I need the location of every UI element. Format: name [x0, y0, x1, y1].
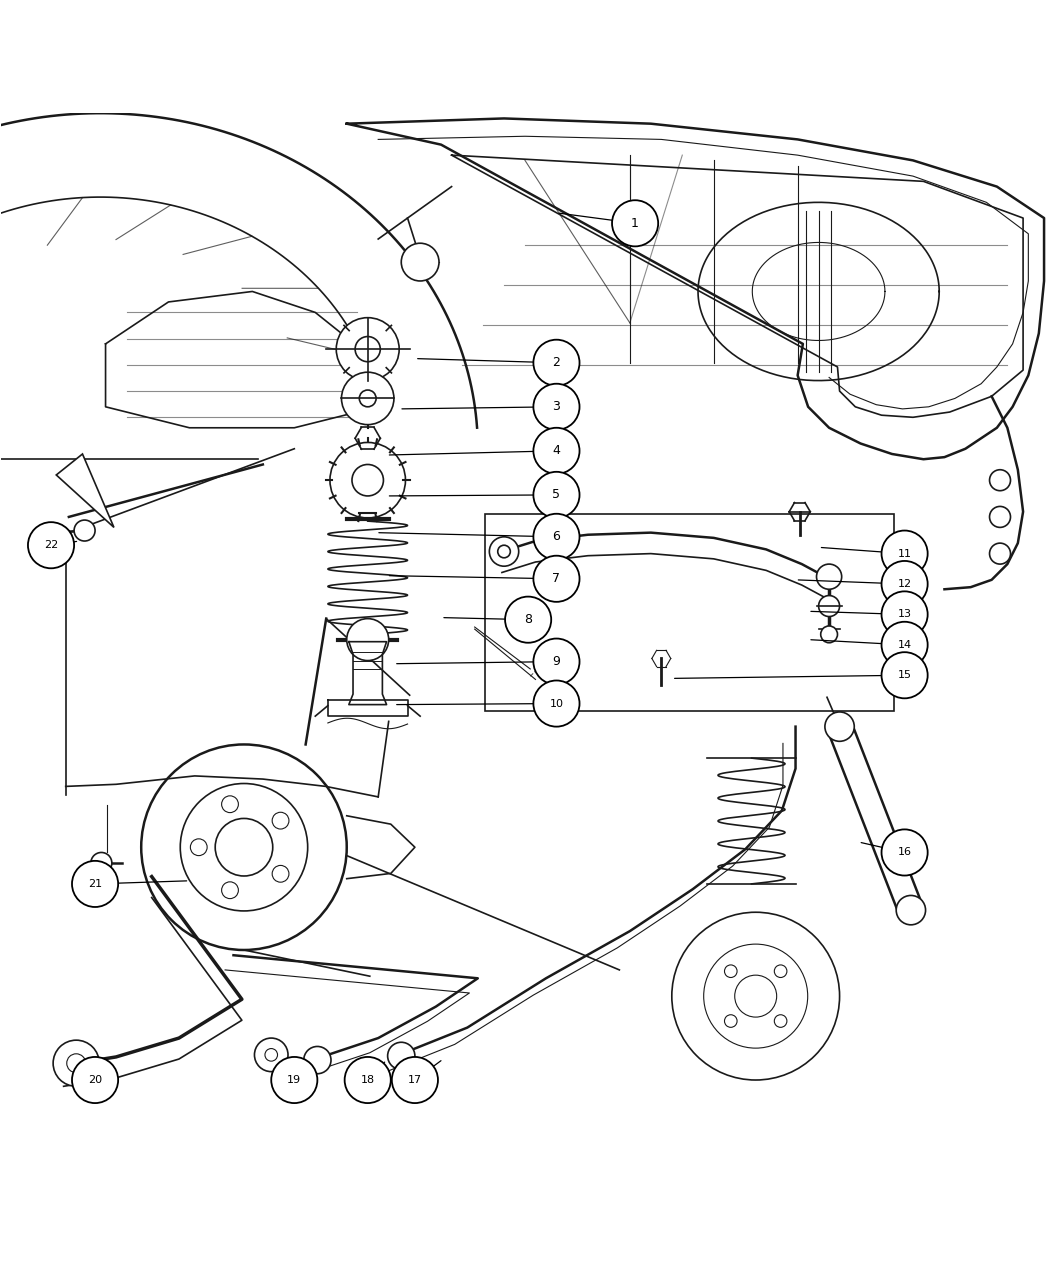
Polygon shape [57, 454, 114, 528]
Circle shape [72, 1057, 119, 1103]
Circle shape [774, 1015, 786, 1028]
Circle shape [533, 472, 580, 518]
Circle shape [533, 339, 580, 386]
Circle shape [533, 514, 580, 560]
Text: 19: 19 [288, 1075, 301, 1085]
Text: 7: 7 [552, 572, 561, 585]
Circle shape [533, 639, 580, 685]
Circle shape [254, 1038, 288, 1071]
Circle shape [265, 1048, 277, 1061]
Circle shape [735, 975, 777, 1017]
Circle shape [346, 618, 388, 660]
Text: 4: 4 [552, 445, 561, 458]
Text: 8: 8 [524, 613, 532, 626]
Circle shape [533, 681, 580, 727]
Circle shape [817, 564, 842, 589]
Circle shape [533, 428, 580, 474]
Circle shape [352, 464, 383, 496]
Circle shape [392, 1057, 438, 1103]
Circle shape [336, 317, 399, 381]
Text: 17: 17 [407, 1075, 422, 1085]
Circle shape [498, 546, 510, 557]
Text: 18: 18 [360, 1075, 375, 1085]
Circle shape [882, 653, 927, 699]
Text: 13: 13 [898, 609, 911, 620]
Circle shape [355, 337, 380, 362]
Text: 1: 1 [631, 217, 639, 230]
Circle shape [882, 561, 927, 607]
Circle shape [401, 244, 439, 280]
Circle shape [271, 1057, 317, 1103]
Text: 5: 5 [552, 488, 561, 501]
Circle shape [272, 812, 289, 829]
Circle shape [215, 819, 273, 876]
Circle shape [882, 592, 927, 638]
Bar [485, 514, 895, 711]
Circle shape [774, 965, 786, 978]
Circle shape [533, 384, 580, 430]
Text: 9: 9 [552, 655, 561, 668]
Circle shape [989, 543, 1010, 564]
Text: 14: 14 [898, 640, 911, 650]
Circle shape [272, 866, 289, 882]
Circle shape [67, 1054, 86, 1072]
Text: 16: 16 [898, 848, 911, 858]
Text: 21: 21 [88, 878, 102, 889]
Circle shape [724, 1015, 737, 1028]
Circle shape [533, 556, 580, 602]
Text: 10: 10 [549, 699, 564, 709]
Circle shape [819, 595, 840, 617]
Circle shape [54, 1040, 100, 1086]
Circle shape [28, 523, 75, 569]
Circle shape [897, 895, 925, 924]
Circle shape [882, 530, 927, 576]
Circle shape [303, 1047, 331, 1074]
Circle shape [612, 200, 658, 246]
Text: 3: 3 [552, 400, 561, 413]
Circle shape [141, 745, 346, 950]
Circle shape [821, 626, 838, 643]
Circle shape [989, 469, 1010, 491]
Text: 22: 22 [44, 541, 58, 551]
Circle shape [825, 711, 855, 741]
Circle shape [222, 882, 238, 899]
Text: 12: 12 [898, 579, 911, 589]
Circle shape [344, 1057, 391, 1103]
Circle shape [672, 912, 840, 1080]
Text: 6: 6 [552, 530, 561, 543]
Circle shape [882, 622, 927, 668]
Circle shape [724, 965, 737, 978]
Text: 2: 2 [552, 356, 561, 370]
Circle shape [704, 944, 807, 1048]
Circle shape [359, 390, 376, 407]
Circle shape [489, 537, 519, 566]
Circle shape [190, 839, 207, 856]
Circle shape [75, 520, 96, 541]
Circle shape [72, 861, 119, 907]
Circle shape [91, 853, 112, 873]
Text: 11: 11 [898, 548, 911, 558]
Circle shape [505, 597, 551, 643]
Circle shape [989, 506, 1010, 528]
Circle shape [181, 784, 308, 910]
Circle shape [387, 1042, 415, 1070]
Circle shape [330, 442, 405, 518]
Circle shape [341, 372, 394, 425]
Circle shape [882, 830, 927, 876]
Text: 20: 20 [88, 1075, 102, 1085]
Circle shape [222, 796, 238, 812]
Text: 15: 15 [898, 671, 911, 681]
